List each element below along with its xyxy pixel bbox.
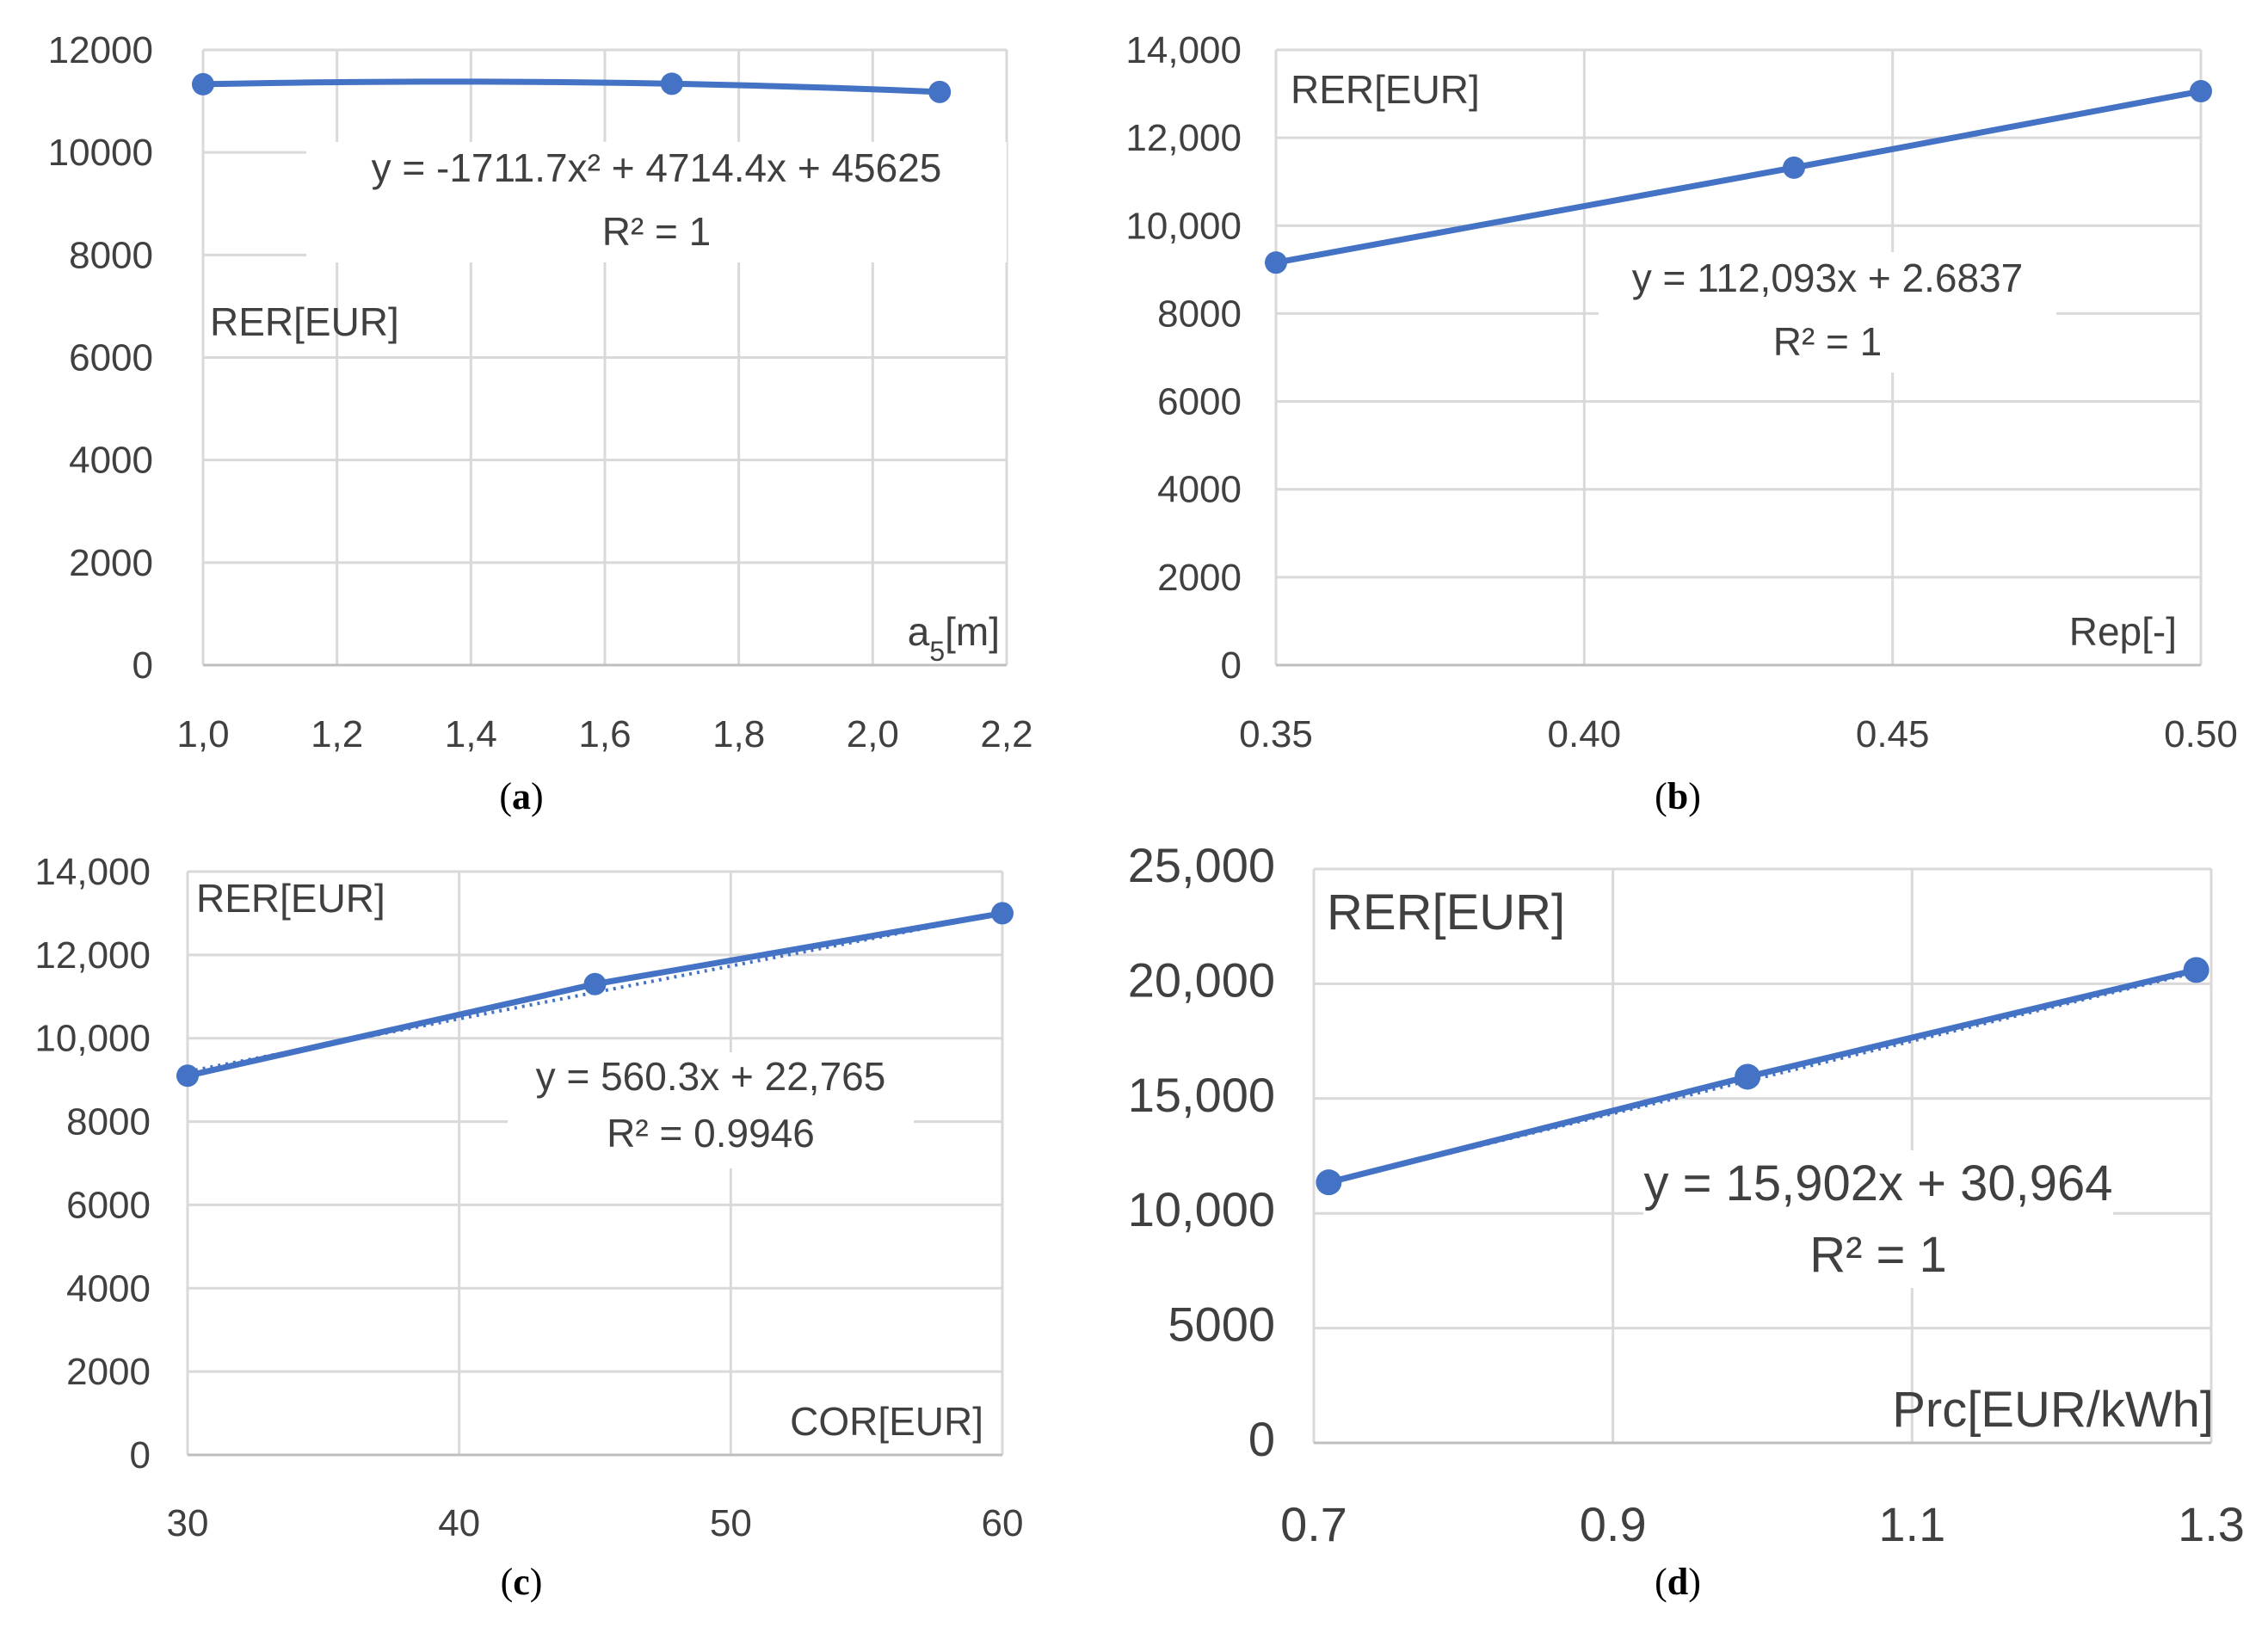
x-tick-label: 50: [710, 1502, 752, 1544]
y-tick-label: 4000: [66, 1267, 151, 1310]
y-tick-label: 10,000: [1125, 205, 1242, 247]
x-tick-label: 1,2: [311, 713, 363, 755]
x-axis-label: Prc[EUR/kWh]: [1892, 1382, 2214, 1438]
x-tick-label: 1.1: [1878, 1497, 1945, 1551]
y-tick-label: 6000: [66, 1184, 151, 1226]
panel-label: (a): [499, 775, 543, 817]
x-tick-label: 2,2: [980, 713, 1032, 755]
equation-box: [1599, 252, 2056, 373]
data-point: [1316, 1169, 1342, 1196]
y-tick-label: 0: [130, 1434, 151, 1476]
data-point: [1265, 251, 1287, 274]
data-point: [991, 902, 1014, 925]
equation-box: [306, 142, 1007, 262]
y-tick-label: 2000: [66, 1351, 151, 1393]
data-point: [1783, 156, 1805, 179]
equation-box: [508, 1052, 914, 1168]
trendline-equation: y = -1711.7x² + 4714.4x + 45625: [372, 145, 942, 190]
x-tick-label: 30: [167, 1502, 209, 1544]
r-squared-label: R² = 1: [1773, 319, 1883, 364]
chart-panel-d: 0.7 0.9 1.1 1.3 0 5000 10,000 15,000 20,000 25,00…: [1128, 838, 2245, 1603]
y-tick-label: 8000: [1157, 293, 1242, 335]
y-tick-label: 6000: [1157, 381, 1242, 423]
x-tick-label: 0.45: [1856, 713, 1930, 755]
y-tick-label: 2000: [1157, 557, 1242, 599]
data-point: [583, 972, 607, 995]
x-tick-label: 1,6: [578, 713, 631, 755]
x-tick-label: 1,4: [445, 713, 497, 755]
x-tick-label: 60: [982, 1502, 1024, 1544]
y-tick-label: 10000: [48, 132, 153, 174]
x-tick-label: 0.9: [1580, 1497, 1647, 1551]
chart-panel-b: 0.35 0.40 0.45 0.50 0 2000 4000 6000 8000 10,000 1…: [1125, 29, 2237, 817]
data-point: [192, 72, 214, 96]
panel-label: (c): [501, 1561, 543, 1603]
y-tick-label: 12000: [48, 29, 153, 71]
y-axis-label: RER[EUR]: [196, 876, 385, 921]
y-tick-label: 6000: [69, 337, 153, 379]
r-squared-label: R² = 0.9946: [607, 1111, 815, 1156]
y-tick-label: 12,000: [34, 934, 151, 977]
y-tick-label: 2000: [69, 542, 153, 584]
y-tick-label: 0: [1221, 644, 1242, 687]
trendline-equation: y = 15,902x + 30,964: [1644, 1156, 2113, 1211]
x-axis-label: Rep[-]: [2069, 609, 2177, 654]
x-tick-label: 1.3: [2178, 1497, 2245, 1551]
panel-label: (b): [1655, 775, 1701, 817]
y-tick-label: 0: [1248, 1412, 1275, 1466]
data-point: [1735, 1063, 1761, 1090]
data-point: [928, 80, 952, 103]
y-tick-label: 8000: [69, 234, 153, 276]
x-tick-label: 0.50: [2164, 713, 2238, 755]
x-tick-label: 0.35: [1239, 713, 1313, 755]
x-tick-label: 1,0: [176, 713, 229, 755]
data-point: [660, 72, 683, 96]
trendline-equation: y = 112,093x + 2.6837: [1632, 256, 2023, 300]
panel-label: (d): [1655, 1561, 1701, 1603]
x-tick-label: 2,0: [847, 713, 899, 755]
y-tick-label: 0: [133, 644, 153, 687]
y-tick-label: 14,000: [1125, 29, 1242, 71]
x-axis-label: COR[EUR]: [790, 1399, 983, 1444]
x-tick-label: 1,8: [712, 713, 765, 755]
chart-panel-c: 30 40 50 60 0 2000 4000 6000 8000 10,000 12,000 14,…: [34, 851, 1023, 1603]
chart-panel-a: 1,0 1,2 1,4 1,6 1,8 2,0 2,2 0 2000 4000 6000 8000 10…: [48, 29, 1033, 817]
y-axis-label: RER[EUR]: [1327, 884, 1565, 940]
y-tick-label: 12,000: [1125, 117, 1242, 159]
r-squared-label: R² = 1: [602, 209, 712, 254]
y-tick-label: 20,000: [1128, 952, 1275, 1007]
y-tick-label: 5000: [1168, 1297, 1275, 1352]
y-axis-label: RER[EUR]: [210, 299, 399, 344]
y-tick-label: 10,000: [1128, 1182, 1275, 1236]
x-tick-label: 40: [438, 1502, 480, 1544]
y-tick-label: 14,000: [34, 851, 151, 893]
data-point: [2183, 957, 2209, 983]
x-axis-label: a5[m]: [908, 609, 1000, 667]
data-point: [176, 1064, 199, 1088]
y-tick-label: 25,000: [1128, 838, 1275, 892]
y-tick-label: 4000: [1157, 469, 1242, 511]
equation-box: [1643, 1150, 2113, 1288]
y-tick-label: 15,000: [1128, 1068, 1275, 1122]
r-squared-label: R² = 1: [1809, 1227, 1947, 1283]
series-line: [1275, 88, 2202, 266]
data-point: [2190, 80, 2212, 103]
x-tick-label: 0.40: [1548, 713, 1622, 755]
trendline-equation: y = 560.3x + 22,765: [536, 1054, 886, 1099]
y-tick-label: 4000: [69, 440, 153, 482]
x-tick-label: 0.7: [1280, 1497, 1347, 1551]
y-tick-label: 8000: [66, 1101, 151, 1143]
y-tick-label: 10,000: [34, 1018, 151, 1060]
y-axis-label: RER[EUR]: [1291, 67, 1480, 112]
series-line: [202, 78, 940, 96]
